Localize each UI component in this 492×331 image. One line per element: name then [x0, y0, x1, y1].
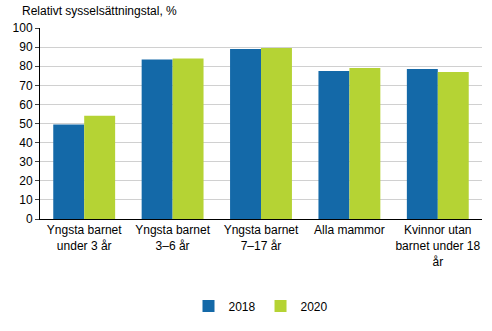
svg-text:80: 80	[19, 59, 33, 73]
svg-text:2020: 2020	[301, 300, 328, 314]
svg-text:70: 70	[19, 79, 33, 93]
svg-text:40: 40	[19, 136, 33, 150]
svg-text:0: 0	[26, 212, 33, 226]
svg-text:20: 20	[19, 174, 33, 188]
svg-text:Relativt sysselsättningstal, %: Relativt sysselsättningstal, %	[22, 4, 177, 18]
svg-text:90: 90	[19, 40, 33, 54]
svg-text:2018: 2018	[229, 300, 256, 314]
svg-text:60: 60	[19, 98, 33, 112]
svg-text:10: 10	[19, 193, 33, 207]
svg-text:Yngsta barnet7–17 år: Yngsta barnet7–17 år	[224, 223, 299, 253]
svg-text:Yngsta barnet3–6 år: Yngsta barnet3–6 år	[135, 223, 210, 253]
svg-text:Kvinnor utanbarnet under 18år: Kvinnor utanbarnet under 18år	[395, 223, 480, 268]
svg-text:50: 50	[19, 117, 33, 131]
svg-text:Alla mammor: Alla mammor	[314, 223, 385, 237]
svg-text:30: 30	[19, 155, 33, 169]
svg-text:Yngsta barnetunder 3 år: Yngsta barnetunder 3 år	[47, 223, 122, 253]
svg-text:100: 100	[13, 21, 33, 35]
